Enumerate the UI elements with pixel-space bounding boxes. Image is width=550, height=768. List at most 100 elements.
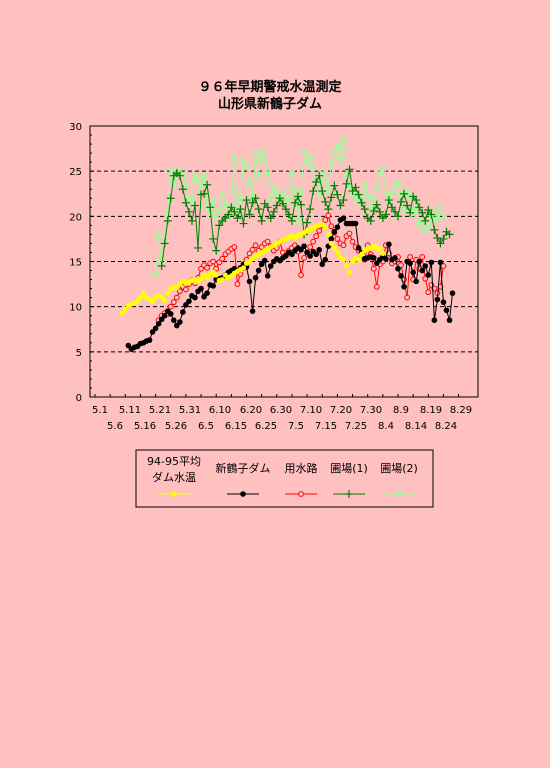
- data-point: [255, 267, 262, 274]
- data-point: [430, 225, 439, 234]
- x-tick-label: 6.5: [198, 421, 214, 432]
- data-point: [406, 208, 415, 217]
- data-point: [246, 180, 254, 188]
- data-point: [303, 159, 311, 167]
- data-point: [233, 214, 242, 223]
- data-point: [234, 281, 241, 287]
- data-point: [306, 153, 314, 161]
- data-point: [391, 183, 399, 191]
- data-point: [177, 319, 183, 325]
- data-point: [366, 216, 375, 225]
- data-point: [249, 192, 257, 200]
- data-point: [355, 245, 362, 251]
- data-point: [375, 207, 384, 216]
- data-point: [249, 308, 256, 314]
- data-point: [392, 255, 398, 261]
- data-point: [278, 199, 287, 208]
- data-point: [158, 258, 166, 265]
- data-point: [406, 192, 414, 200]
- data-point: [239, 219, 248, 228]
- data-point: [188, 199, 196, 207]
- data-point: [252, 242, 259, 249]
- data-point: [324, 187, 332, 195]
- legend-label: 圃場(2): [380, 462, 418, 475]
- data-point: [213, 272, 219, 278]
- y-tick-label: 10: [69, 303, 82, 314]
- series-0: [119, 221, 386, 316]
- data-point: [360, 205, 369, 214]
- data-point: [215, 207, 223, 215]
- data-point: [198, 285, 204, 292]
- data-point: [174, 285, 180, 291]
- data-point: [327, 193, 336, 202]
- data-point: [349, 238, 356, 245]
- data-point: [345, 165, 354, 174]
- data-point: [261, 155, 269, 163]
- data-point: [269, 207, 278, 216]
- data-point: [297, 187, 305, 195]
- data-point: [243, 163, 250, 171]
- data-point: [301, 243, 307, 249]
- data-point: [369, 206, 378, 215]
- data-point: [258, 147, 266, 155]
- data-point: [412, 196, 421, 205]
- data-point: [240, 491, 246, 497]
- data-point: [307, 244, 314, 250]
- data-point: [290, 198, 299, 207]
- data-point: [346, 230, 353, 237]
- data-point: [194, 176, 202, 184]
- data-point: [404, 294, 410, 301]
- data-point: [449, 290, 456, 296]
- data-point: [155, 321, 162, 327]
- data-point: [373, 183, 381, 191]
- data-point: [336, 201, 345, 210]
- data-point: [303, 218, 312, 227]
- data-point: [359, 251, 365, 257]
- data-point: [180, 309, 186, 315]
- data-point: [383, 255, 389, 262]
- data-point: [242, 196, 251, 205]
- data-point: [252, 274, 259, 281]
- data-point: [425, 272, 432, 278]
- data-point: [401, 283, 407, 290]
- data-point: [322, 217, 329, 223]
- legend-label: ダム水温: [152, 470, 196, 484]
- data-point: [339, 136, 347, 144]
- data-point: [300, 149, 308, 157]
- data-point: [400, 189, 409, 198]
- data-point: [164, 208, 172, 216]
- data-point: [298, 491, 304, 497]
- legend-label: 新鶴子ダム: [216, 461, 271, 475]
- data-point: [413, 278, 419, 285]
- data-point: [162, 297, 168, 303]
- x-tick-label: 6.30: [270, 405, 292, 416]
- data-point: [377, 246, 383, 252]
- data-point: [246, 278, 253, 285]
- data-point: [331, 228, 338, 235]
- data-point: [239, 157, 247, 165]
- data-point: [210, 283, 216, 289]
- data-point: [434, 296, 441, 303]
- data-point: [334, 236, 341, 242]
- data-point: [387, 203, 396, 212]
- data-point: [252, 151, 260, 159]
- data-point: [140, 290, 147, 296]
- data-point: [382, 189, 390, 197]
- data-point: [419, 254, 426, 260]
- data-point: [155, 230, 163, 238]
- data-point: [398, 273, 404, 279]
- data-point: [294, 192, 303, 201]
- data-point: [194, 243, 203, 252]
- data-point: [264, 169, 272, 177]
- data-point: [325, 231, 331, 237]
- data-point: [364, 191, 372, 199]
- data-point: [331, 245, 337, 251]
- x-tick-label: 5.26: [165, 421, 187, 432]
- x-tick-label: 5.11: [119, 405, 141, 416]
- data-point: [351, 183, 360, 192]
- y-axis: 0 5 10 15 20 25 30: [69, 122, 94, 404]
- data-point: [436, 203, 444, 211]
- data-point: [167, 303, 174, 310]
- data-point: [307, 253, 313, 259]
